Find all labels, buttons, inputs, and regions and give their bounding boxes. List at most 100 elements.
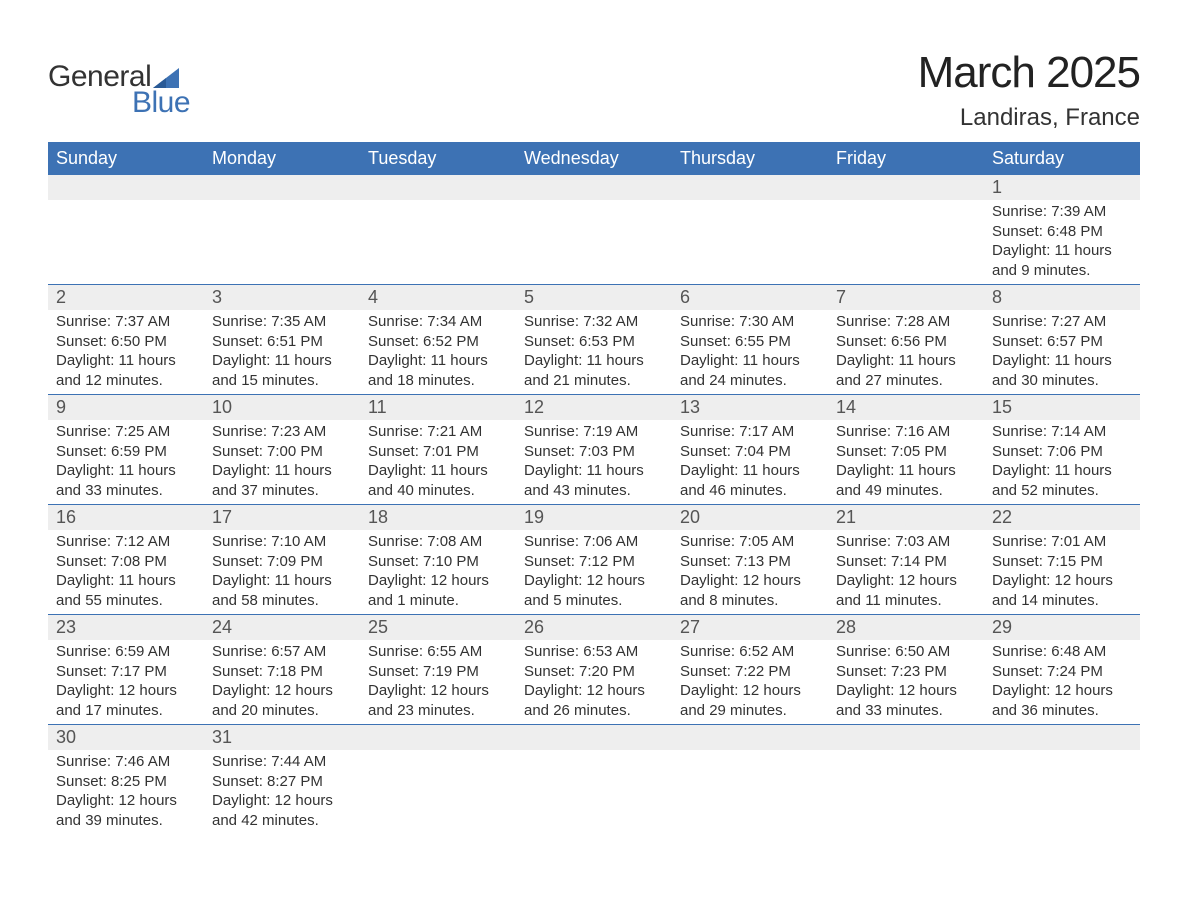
detail-cell: Sunrise: 7:46 AMSunset: 8:25 PMDaylight:…	[48, 750, 204, 834]
date-cell: 18	[360, 505, 516, 530]
title-block: March 2025 Landiras, France	[918, 48, 1140, 132]
sunrise-text: Sunrise: 7:21 AM	[368, 422, 508, 442]
sunset-text: Sunset: 7:08 PM	[56, 552, 196, 572]
sunset-text: Sunset: 7:14 PM	[836, 552, 976, 572]
detail-cell: Sunrise: 7:34 AMSunset: 6:52 PMDaylight:…	[360, 310, 516, 394]
sunset-text: Sunset: 7:12 PM	[524, 552, 664, 572]
date-cell: 3	[204, 285, 360, 310]
sunset-text: Sunset: 8:27 PM	[212, 772, 352, 792]
day2-text: and 23 minutes.	[368, 701, 508, 721]
sunset-text: Sunset: 7:09 PM	[212, 552, 352, 572]
sunset-text: Sunset: 6:50 PM	[56, 332, 196, 352]
day-header-row: Sunday Monday Tuesday Wednesday Thursday…	[48, 142, 1140, 175]
day-header-cell: Sunday	[48, 142, 204, 175]
day2-text: and 15 minutes.	[212, 371, 352, 391]
detail-cell: Sunrise: 7:39 AMSunset: 6:48 PMDaylight:…	[984, 200, 1140, 284]
day1-text: Daylight: 12 hours	[524, 571, 664, 591]
date-cell: 23	[48, 615, 204, 640]
date-cell: 14	[828, 395, 984, 420]
sunrise-text: Sunrise: 7:23 AM	[212, 422, 352, 442]
detail-row: Sunrise: 7:37 AMSunset: 6:50 PM Daylight:…	[48, 310, 1140, 394]
day-header-cell: Wednesday	[516, 142, 672, 175]
sunset-text: Sunset: 7:01 PM	[368, 442, 508, 462]
date-cell	[360, 175, 516, 200]
day2-text: and 29 minutes.	[680, 701, 820, 721]
day1-text: Daylight: 12 hours	[680, 681, 820, 701]
detail-cell: Sunrise: 7:06 AMSunset: 7:12 PMDaylight:…	[516, 530, 672, 614]
day1-text: Daylight: 11 hours	[836, 461, 976, 481]
detail-cell: Sunrise: 6:53 AMSunset: 7:20 PMDaylight:…	[516, 640, 672, 724]
detail-cell: Sunrise: 7:19 AMSunset: 7:03 PMDaylight:…	[516, 420, 672, 504]
detail-cell: Sunrise: 6:50 AMSunset: 7:23 PMDaylight:…	[828, 640, 984, 724]
date-cell: 19	[516, 505, 672, 530]
date-row: 16171819202122	[48, 504, 1140, 530]
detail-cell	[672, 200, 828, 284]
day1-text: Daylight: 11 hours	[368, 461, 508, 481]
detail-cell	[360, 200, 516, 284]
sunrise-text: Sunrise: 7:46 AM	[56, 752, 196, 772]
day1-text: Daylight: 12 hours	[212, 791, 352, 811]
calendar: Sunday Monday Tuesday Wednesday Thursday…	[48, 142, 1140, 834]
day2-text: and 55 minutes.	[56, 591, 196, 611]
sunrise-text: Sunrise: 7:16 AM	[836, 422, 976, 442]
sunrise-text: Sunrise: 7:37 AM	[56, 312, 196, 332]
sunrise-text: Sunrise: 7:35 AM	[212, 312, 352, 332]
date-cell: 11	[360, 395, 516, 420]
day-header-cell: Tuesday	[360, 142, 516, 175]
detail-cell: Sunrise: 7:08 AMSunset: 7:10 PMDaylight:…	[360, 530, 516, 614]
day2-text: and 26 minutes.	[524, 701, 664, 721]
detail-cell: Sunrise: 7:12 AMSunset: 7:08 PMDaylight:…	[48, 530, 204, 614]
date-cell: 22	[984, 505, 1140, 530]
sunrise-text: Sunrise: 7:10 AM	[212, 532, 352, 552]
date-cell: 26	[516, 615, 672, 640]
detail-cell: Sunrise: 7:21 AMSunset: 7:01 PMDaylight:…	[360, 420, 516, 504]
sunset-text: Sunset: 6:53 PM	[524, 332, 664, 352]
day1-text: Daylight: 12 hours	[992, 681, 1132, 701]
date-cell: 5	[516, 285, 672, 310]
date-cell	[204, 175, 360, 200]
day-header-cell: Thursday	[672, 142, 828, 175]
sunset-text: Sunset: 6:56 PM	[836, 332, 976, 352]
detail-cell: Sunrise: 7:30 AMSunset: 6:55 PMDaylight:…	[672, 310, 828, 394]
sunrise-text: Sunrise: 6:48 AM	[992, 642, 1132, 662]
sunrise-text: Sunrise: 7:34 AM	[368, 312, 508, 332]
date-cell: 13	[672, 395, 828, 420]
day2-text: and 24 minutes.	[680, 371, 820, 391]
detail-cell: Sunrise: 7:27 AMSunset: 6:57 PMDaylight:…	[984, 310, 1140, 394]
sunrise-text: Sunrise: 7:44 AM	[212, 752, 352, 772]
day2-text: and 21 minutes.	[524, 371, 664, 391]
sunset-text: Sunset: 7:06 PM	[992, 442, 1132, 462]
sunset-text: Sunset: 7:20 PM	[524, 662, 664, 682]
sunrise-text: Sunrise: 7:03 AM	[836, 532, 976, 552]
sunrise-text: Sunrise: 6:50 AM	[836, 642, 976, 662]
date-cell	[48, 175, 204, 200]
sunrise-text: Sunrise: 7:19 AM	[524, 422, 664, 442]
date-cell: 2	[48, 285, 204, 310]
sunset-text: Sunset: 7:18 PM	[212, 662, 352, 682]
day2-text: and 49 minutes.	[836, 481, 976, 501]
day2-text: and 11 minutes.	[836, 591, 976, 611]
day1-text: Daylight: 12 hours	[368, 681, 508, 701]
detail-cell	[204, 200, 360, 284]
sunrise-text: Sunrise: 7:39 AM	[992, 202, 1132, 222]
day-header-cell: Saturday	[984, 142, 1140, 175]
date-cell: 9	[48, 395, 204, 420]
day1-text: Daylight: 11 hours	[524, 351, 664, 371]
day2-text: and 17 minutes.	[56, 701, 196, 721]
day1-text: Daylight: 11 hours	[680, 351, 820, 371]
location-label: Landiras, France	[918, 104, 1140, 132]
detail-cell: Sunrise: 7:10 AMSunset: 7:09 PMDaylight:…	[204, 530, 360, 614]
date-cell: 25	[360, 615, 516, 640]
day2-text: and 33 minutes.	[836, 701, 976, 721]
date-cell: 8	[984, 285, 1140, 310]
date-cell: 6	[672, 285, 828, 310]
day1-text: Daylight: 11 hours	[524, 461, 664, 481]
sunset-text: Sunset: 8:25 PM	[56, 772, 196, 792]
sunrise-text: Sunrise: 7:27 AM	[992, 312, 1132, 332]
day2-text: and 43 minutes.	[524, 481, 664, 501]
sunrise-text: Sunrise: 7:12 AM	[56, 532, 196, 552]
sunset-text: Sunset: 7:05 PM	[836, 442, 976, 462]
detail-cell: Sunrise: 7:37 AMSunset: 6:50 PMDaylight:…	[48, 310, 204, 394]
day1-text: Daylight: 12 hours	[56, 791, 196, 811]
day1-text: Daylight: 12 hours	[212, 681, 352, 701]
